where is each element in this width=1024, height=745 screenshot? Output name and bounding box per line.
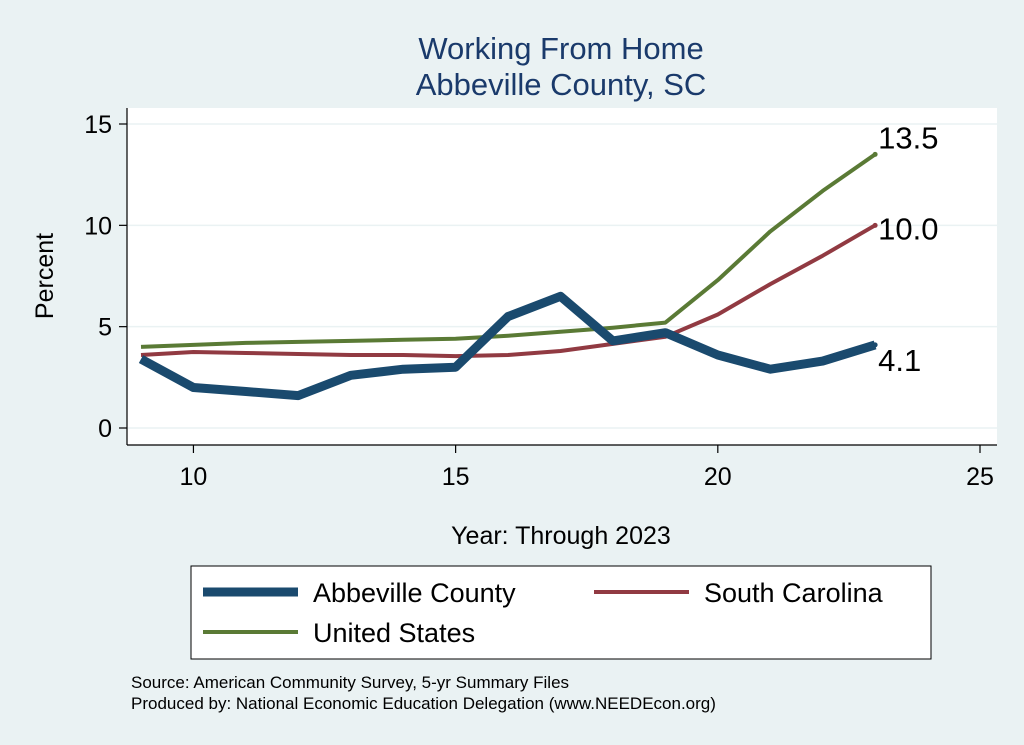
x-tick-label-20: 20 (704, 463, 732, 491)
end-point-abbeville-county (872, 342, 878, 348)
legend-label-united-states: United States (313, 618, 475, 648)
chart-title-line-1: Working From Home (418, 31, 703, 66)
legend: Abbeville County South Carolina United Sta… (190, 565, 932, 660)
x-axis-label: Year: Through 2023 (451, 522, 671, 550)
series-lines (138, 152, 877, 401)
end-label-abbeville-county: 4.1 (878, 343, 921, 378)
y-tick-label-5: 5 (98, 314, 112, 342)
series-line-south-carolina (140, 223, 877, 359)
end-labels: 4.1 10.0 13.5 (872, 120, 938, 378)
end-point-south-carolina (872, 222, 878, 228)
end-point-united-states (872, 151, 878, 157)
series-line-united-states (140, 152, 877, 349)
gridlines (127, 123, 997, 429)
y-tick-label-10: 10 (84, 212, 112, 240)
end-label-south-carolina: 10.0 (878, 211, 938, 246)
producer-note: Produced by: National Economic Education… (131, 694, 716, 713)
legend-box (190, 565, 932, 660)
chart-title-line-2: Abbeville County, SC (416, 67, 707, 102)
legend-label-abbeville-county: Abbeville County (313, 578, 516, 608)
series-line-abbeville-county (138, 291, 877, 401)
plot-area (127, 108, 997, 445)
x-tick-label-25: 25 (966, 463, 994, 491)
source-note: Source: American Community Survey, 5-yr … (131, 673, 569, 692)
end-label-united-states: 13.5 (878, 120, 938, 155)
y-tick-label-0: 0 (98, 415, 112, 443)
y-tick-label-15: 15 (84, 111, 112, 139)
x-tick-label-15: 15 (442, 463, 470, 491)
x-tick-label-10: 10 (180, 463, 208, 491)
legend-label-south-carolina: South Carolina (704, 578, 884, 608)
axes: 0 5 10 15 10 15 20 25 (84, 108, 997, 491)
y-axis-label: Percent (31, 233, 59, 319)
